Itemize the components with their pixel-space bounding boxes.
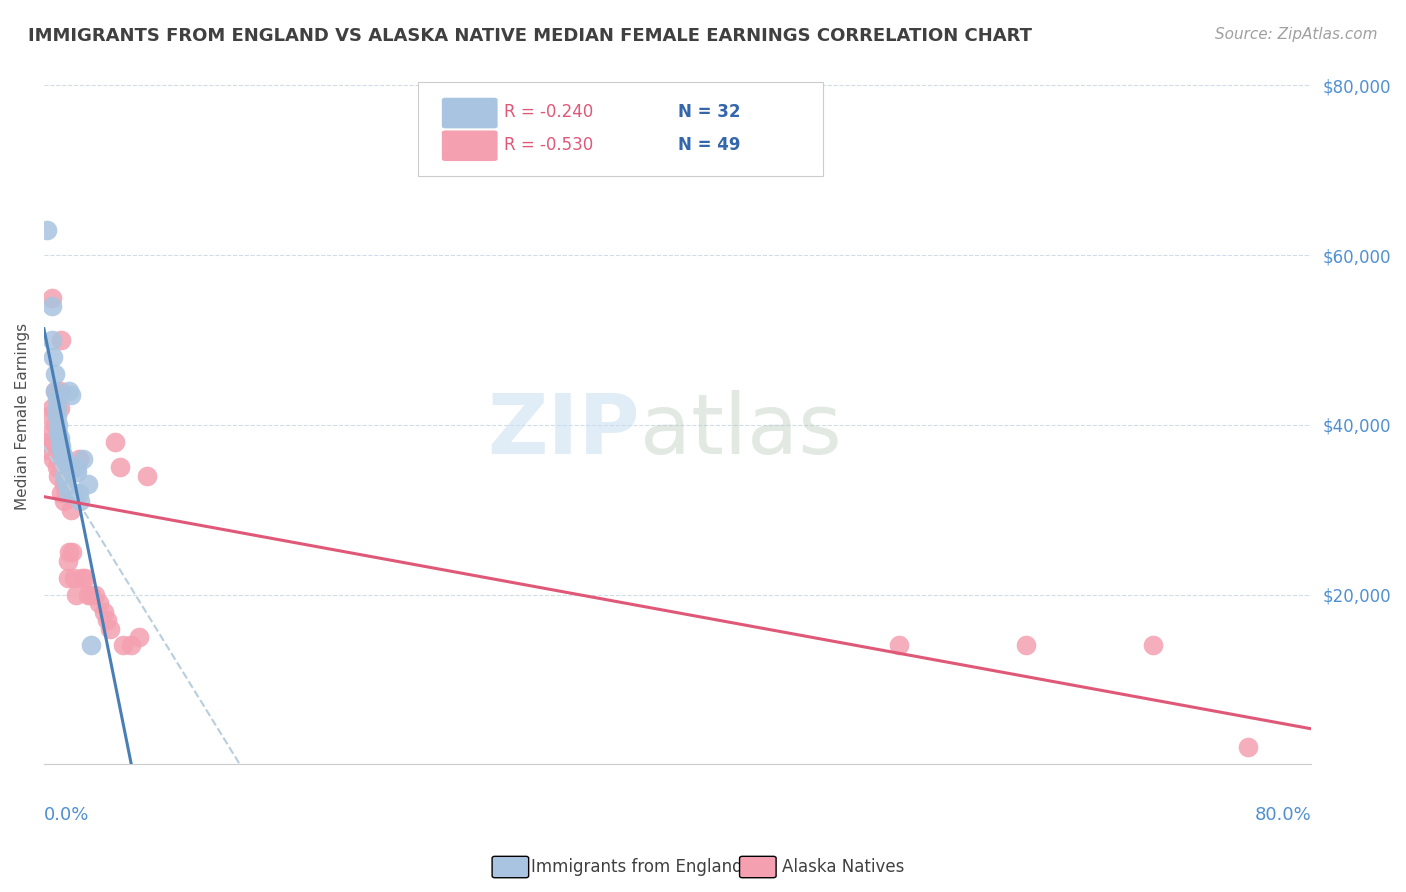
Point — [53, 477, 76, 491]
Point — [48, 434, 70, 449]
Point — [41, 299, 63, 313]
Point — [34, 434, 56, 449]
Point — [44, 417, 66, 432]
Point — [59, 388, 82, 402]
Point — [96, 613, 118, 627]
Point — [60, 545, 83, 559]
Point — [46, 426, 69, 441]
Point — [35, 223, 58, 237]
Point — [75, 571, 97, 585]
Point — [66, 465, 89, 479]
Point — [58, 545, 80, 559]
Point — [112, 639, 135, 653]
Point — [80, 639, 103, 653]
FancyBboxPatch shape — [441, 130, 498, 161]
Text: ZIP: ZIP — [486, 390, 640, 471]
Point — [35, 443, 58, 458]
Point — [1142, 639, 1164, 653]
Text: N = 32: N = 32 — [678, 103, 740, 121]
Point — [66, 460, 89, 475]
Point — [55, 477, 77, 491]
Point — [135, 468, 157, 483]
Point — [120, 639, 142, 653]
Point — [56, 554, 79, 568]
Text: Alaska Natives: Alaska Natives — [782, 858, 904, 876]
Point — [59, 502, 82, 516]
Point — [51, 443, 73, 458]
FancyBboxPatch shape — [441, 98, 498, 128]
Point — [77, 477, 100, 491]
Point — [69, 494, 91, 508]
Point — [52, 460, 75, 475]
Point — [63, 485, 86, 500]
Point — [46, 451, 69, 466]
Point — [46, 417, 69, 432]
Point — [45, 409, 67, 424]
Point — [45, 434, 67, 449]
Point — [53, 456, 76, 470]
Point — [51, 485, 73, 500]
Point — [63, 571, 86, 585]
Point — [44, 384, 66, 398]
Point — [39, 426, 62, 441]
Y-axis label: Median Female Earnings: Median Female Earnings — [15, 323, 30, 510]
Text: N = 49: N = 49 — [678, 136, 740, 154]
Point — [53, 468, 76, 483]
Text: 80.0%: 80.0% — [1254, 806, 1312, 824]
Point — [1237, 740, 1260, 755]
Text: Immigrants from England: Immigrants from England — [531, 858, 744, 876]
Point — [46, 468, 69, 483]
Point — [67, 485, 90, 500]
Point — [42, 434, 65, 449]
Point — [128, 630, 150, 644]
Point — [89, 596, 111, 610]
Text: Source: ZipAtlas.com: Source: ZipAtlas.com — [1215, 27, 1378, 42]
Point — [41, 291, 63, 305]
Point — [108, 460, 131, 475]
Point — [53, 494, 76, 508]
Point — [70, 571, 93, 585]
Text: IMMIGRANTS FROM ENGLAND VS ALASKA NATIVE MEDIAN FEMALE EARNINGS CORRELATION CHAR: IMMIGRANTS FROM ENGLAND VS ALASKA NATIVE… — [28, 27, 1032, 45]
Point — [104, 434, 127, 449]
Point — [41, 401, 63, 415]
Point — [93, 605, 115, 619]
Point — [67, 451, 90, 466]
Point — [48, 401, 70, 415]
Point — [55, 485, 77, 500]
Point — [889, 639, 911, 653]
Point — [51, 439, 73, 453]
Point — [52, 448, 75, 462]
Point — [38, 409, 60, 424]
Text: R = -0.530: R = -0.530 — [503, 136, 593, 154]
Point — [60, 460, 83, 475]
Point — [58, 384, 80, 398]
Point — [80, 588, 103, 602]
Point — [42, 451, 65, 466]
Point — [1015, 639, 1038, 653]
Point — [48, 384, 70, 398]
Text: atlas: atlas — [640, 390, 841, 471]
Point — [51, 333, 73, 347]
Point — [41, 333, 63, 347]
Point — [77, 588, 100, 602]
Point — [83, 588, 105, 602]
Text: R = -0.240: R = -0.240 — [503, 103, 593, 121]
Point — [44, 384, 66, 398]
Point — [45, 401, 67, 415]
Point — [42, 350, 65, 364]
Point — [100, 622, 122, 636]
Point — [65, 588, 87, 602]
Point — [56, 485, 79, 500]
Point — [48, 431, 70, 445]
Point — [52, 451, 75, 466]
Point — [45, 392, 67, 407]
Text: 0.0%: 0.0% — [44, 806, 89, 824]
Point — [44, 367, 66, 381]
Point — [72, 451, 94, 466]
Point — [56, 571, 79, 585]
Point — [45, 460, 67, 475]
FancyBboxPatch shape — [418, 82, 824, 177]
